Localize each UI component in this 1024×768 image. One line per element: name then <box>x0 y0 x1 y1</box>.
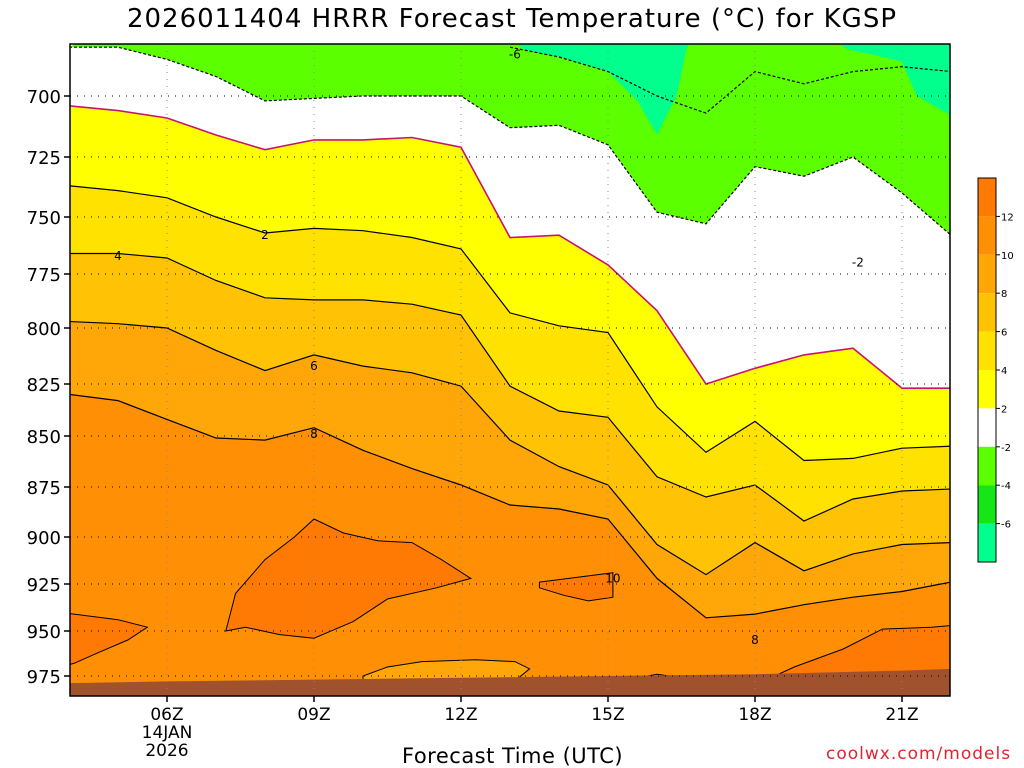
y-tick-label: 900 <box>27 528 61 549</box>
contour-label: 4 <box>114 249 122 263</box>
colorbar-swatch <box>978 485 996 524</box>
isotherm-minus4 <box>509 46 950 114</box>
contour-label: 2 <box>261 228 269 242</box>
band-minus4-minus2 <box>70 44 950 235</box>
isotherm-minus2 <box>70 46 950 236</box>
colorbar-label: 8 <box>1001 289 1007 300</box>
x-tick-label: 18Z <box>738 705 771 725</box>
contour-label: 8 <box>751 633 759 647</box>
y-tick-label: 800 <box>27 319 61 340</box>
band-2-4 <box>70 105 950 461</box>
contour-label: 6 <box>310 359 318 373</box>
y-tick-label: 725 <box>27 148 61 169</box>
warm-pocket-0 <box>225 518 473 639</box>
x-tick-sublabel: 2026 <box>145 741 188 761</box>
colorbar-label: -2 <box>1001 443 1011 454</box>
colorbar-label: 6 <box>1001 328 1007 339</box>
x-tick-label: 12Z <box>444 705 477 725</box>
y-tick-label: 750 <box>27 208 61 229</box>
band-le-minus6-right <box>840 44 950 115</box>
colorbar-swatch <box>978 408 996 447</box>
y-tick-label: 825 <box>27 375 61 396</box>
colorbar-label: 2 <box>1001 404 1007 415</box>
y-tick-label: 700 <box>27 87 61 108</box>
y-tick-label: 950 <box>27 622 61 643</box>
credit-link[interactable]: coolwx.com/models <box>826 744 1012 764</box>
colorbar-swatch <box>978 331 996 370</box>
y-tick-label: 775 <box>27 265 61 286</box>
colorbar-swatch <box>978 216 996 255</box>
y-tick-label: 875 <box>27 478 61 499</box>
colorbar-swatch <box>978 370 996 409</box>
warm-pocket-1 <box>70 613 149 665</box>
ground-surface <box>70 668 950 696</box>
colorbar-swatch <box>978 523 996 562</box>
y-tick-label: 925 <box>27 575 61 596</box>
colorbar-label: -4 <box>1001 481 1011 492</box>
x-tick-label: 21Z <box>885 705 918 725</box>
contour-label: -6 <box>509 48 521 62</box>
y-tick-label: 975 <box>27 667 61 688</box>
isotherm-4 <box>70 252 950 522</box>
x-tick-sublabel: 14JAN <box>142 723 193 743</box>
y-tick-label: 850 <box>27 427 61 448</box>
plot-frame <box>69 43 951 697</box>
chart-title: 2026011404 HRRR Forecast Temperature (°C… <box>126 4 898 34</box>
band-8-10 <box>70 321 950 618</box>
colorbar-swatch <box>978 446 996 486</box>
colorbar-label: 4 <box>1001 366 1007 377</box>
isotherm-0 <box>70 105 950 390</box>
colorbar-swatch <box>978 254 996 294</box>
isotherm-8 <box>70 393 950 619</box>
contour-label: 8 <box>310 427 318 441</box>
isotherm-6 <box>70 320 950 576</box>
x-tick-label: 06Z <box>150 705 183 725</box>
contour-label: -2 <box>852 256 864 270</box>
contour-label: 10 <box>605 571 620 585</box>
colorbar-label: 12 <box>1001 212 1014 223</box>
x-tick-label: 09Z <box>297 705 330 725</box>
colorbar-swatch <box>978 178 996 217</box>
band-6-8 <box>70 253 950 575</box>
colorbar-label: -6 <box>1001 520 1011 531</box>
colorbar-swatch <box>978 293 996 332</box>
colorbar-label: 10 <box>1001 251 1014 262</box>
band-le-minus6 <box>516 44 689 135</box>
isotherm-2 <box>70 185 950 462</box>
warm-pocket-2 <box>538 572 614 602</box>
x-axis-title: Forecast Time (UTC) <box>402 744 624 768</box>
x-tick-label: 15Z <box>591 705 624 725</box>
